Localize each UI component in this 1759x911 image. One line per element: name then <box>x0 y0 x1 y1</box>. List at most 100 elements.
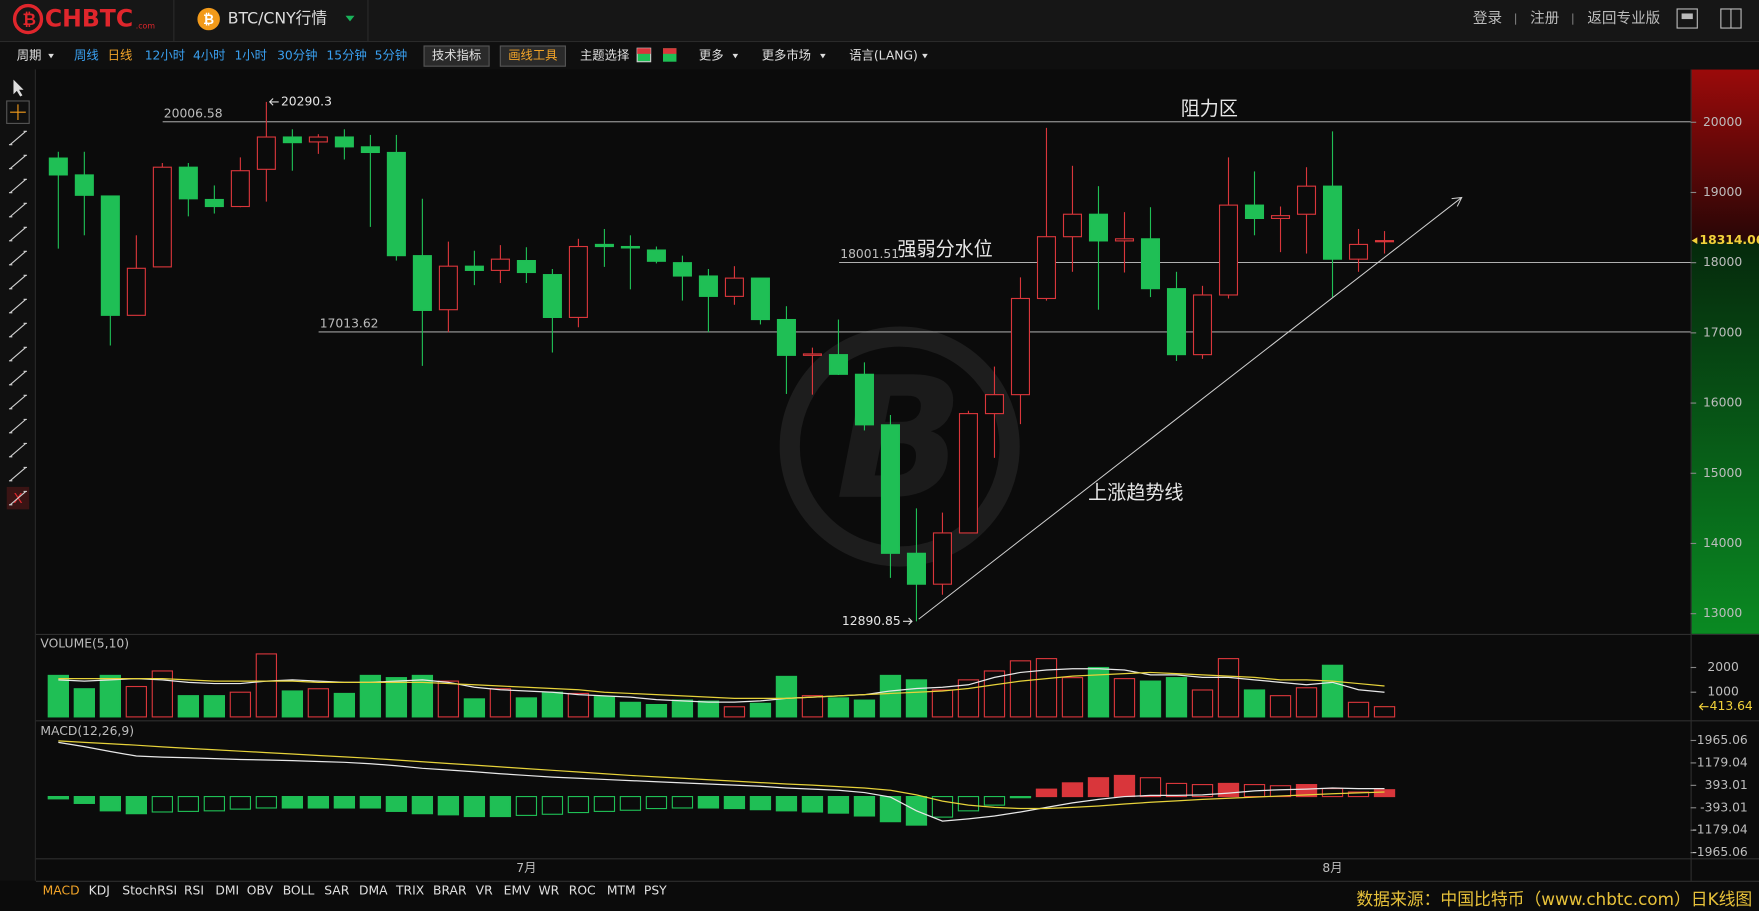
indicator-tab[interactable]: KDJ <box>89 883 110 897</box>
fullscreen-button[interactable] <box>1676 8 1698 29</box>
indicator-tab[interactable]: TRIX <box>395 883 425 897</box>
candle-body <box>776 318 796 356</box>
draw-tool[interactable] <box>8 346 27 362</box>
toolbar-menu[interactable]: 更多 <box>699 49 724 63</box>
candle-body <box>958 413 978 534</box>
indicator-tab[interactable]: DMA <box>359 883 388 897</box>
candle-body <box>152 166 172 268</box>
indicator-tab[interactable]: OBV <box>247 883 274 897</box>
header-link[interactable]: 返回专业版 <box>1587 10 1660 27</box>
macd-bar <box>307 796 330 809</box>
volume-bar <box>307 688 330 718</box>
draw-tool[interactable] <box>8 370 27 386</box>
toolbar-button[interactable] <box>423 45 490 67</box>
indicator-tab[interactable]: RSI <box>184 883 204 897</box>
cross-tool-frame <box>6 100 30 124</box>
indicator-tab[interactable]: MTM <box>607 883 636 897</box>
header-link[interactable]: 注册 <box>1530 10 1559 27</box>
volume-bar <box>1321 664 1344 718</box>
indicator-tab[interactable]: BRAR <box>433 883 467 897</box>
indicator-tab[interactable]: PSY <box>644 883 667 897</box>
toolbar-menu[interactable]: 更多市场 <box>762 48 811 63</box>
last-price: 18314.06 <box>1700 233 1759 247</box>
indicator-tab[interactable]: SAR <box>324 883 349 897</box>
macd-bar <box>229 796 252 810</box>
last-volume: 413.64 <box>1710 699 1753 713</box>
draw-tool[interactable] <box>8 202 27 218</box>
period-option[interactable]: 5分钟 <box>375 48 407 63</box>
indicator-tab[interactable]: StochRSI <box>122 883 177 897</box>
volume-bar <box>47 674 69 718</box>
draw-tool[interactable] <box>8 274 27 290</box>
indicator-tab[interactable]: BOLL <box>283 883 315 897</box>
draw-tool[interactable] <box>8 466 27 482</box>
footer-source: 数据来源：中国比特币（www.chbtc.com）日K线图 <box>1356 889 1752 909</box>
indicator-tab[interactable]: ROC <box>569 883 596 897</box>
draw-tool[interactable] <box>8 130 27 146</box>
market-select[interactable]: BTC/CNY行情 <box>228 9 328 28</box>
candle-body <box>1166 288 1187 356</box>
toolbar-button[interactable] <box>499 45 566 67</box>
indicator-tab[interactable]: WR <box>538 883 559 897</box>
candle-body <box>126 267 146 316</box>
draw-tool[interactable] <box>8 322 27 338</box>
indicator-tab[interactable]: DMI <box>215 883 239 897</box>
indicator-tab[interactable]: MACD <box>43 883 80 897</box>
candle-body <box>386 151 406 257</box>
macd-bar <box>619 796 642 811</box>
draw-tool[interactable] <box>8 250 27 266</box>
volume-bar <box>1035 658 1058 718</box>
y-tick-label: 20000 <box>1703 115 1742 129</box>
candle-body <box>542 274 562 318</box>
indicator-tab[interactable]: VR <box>476 883 493 897</box>
period-option[interactable]: 日线 <box>108 49 133 63</box>
macd-bar <box>47 796 69 800</box>
level-value: 20006.58 <box>164 106 223 120</box>
volume-bar <box>1295 687 1318 718</box>
draw-tool[interactable] <box>8 394 27 410</box>
volume-bar <box>203 695 226 718</box>
candle-body <box>880 424 900 554</box>
period-option[interactable]: 4小时 <box>193 49 225 63</box>
volume-ma-line <box>58 668 1385 703</box>
period-option[interactable]: 周线 <box>74 49 99 63</box>
candle-body <box>1322 185 1343 260</box>
period-option[interactable]: 1小时 <box>234 49 266 63</box>
draw-tool[interactable] <box>8 298 27 314</box>
draw-tool[interactable] <box>8 418 27 434</box>
x-tick-label: 7月 <box>516 861 536 875</box>
macd-bar <box>411 796 434 815</box>
volume-bar <box>1243 689 1266 718</box>
candle-body <box>48 157 68 176</box>
draw-tool[interactable] <box>8 490 27 506</box>
clear-icon: X <box>13 492 22 507</box>
y-tick-label: 2000 <box>1707 660 1739 674</box>
header-link[interactable]: 登录 <box>1473 10 1502 27</box>
macd-bar <box>827 796 850 814</box>
macd-bar <box>1087 777 1110 798</box>
icon-part <box>662 48 677 54</box>
candle-body <box>204 198 224 208</box>
logo-icon[interactable] <box>12 3 44 35</box>
volume-bar <box>177 695 200 718</box>
indicator-tab[interactable]: EMV <box>504 883 531 897</box>
volume-bar <box>1347 701 1370 718</box>
period-option[interactable]: 12小时 <box>145 49 185 63</box>
toolbar-menu[interactable]: 语言(LANG) <box>849 49 918 63</box>
volume-bar <box>385 677 408 718</box>
pointer-tool[interactable] <box>13 79 24 97</box>
arrow <box>1698 702 1709 711</box>
logo[interactable]: CHBTC <box>45 5 133 33</box>
cross-tool[interactable] <box>10 104 26 121</box>
draw-tool[interactable] <box>8 178 27 194</box>
y-tick-label: 17000 <box>1703 325 1742 339</box>
period-option[interactable]: 15分钟 <box>326 48 366 63</box>
draw-tool[interactable] <box>8 154 27 170</box>
volume-bar <box>931 689 954 718</box>
period-option[interactable]: 30分钟 <box>277 48 317 63</box>
volume-bar <box>151 670 174 718</box>
candle-body <box>256 136 276 170</box>
draw-tool[interactable] <box>8 442 27 458</box>
period-menu[interactable]: 周期 <box>17 49 42 63</box>
draw-tool[interactable] <box>8 226 27 242</box>
